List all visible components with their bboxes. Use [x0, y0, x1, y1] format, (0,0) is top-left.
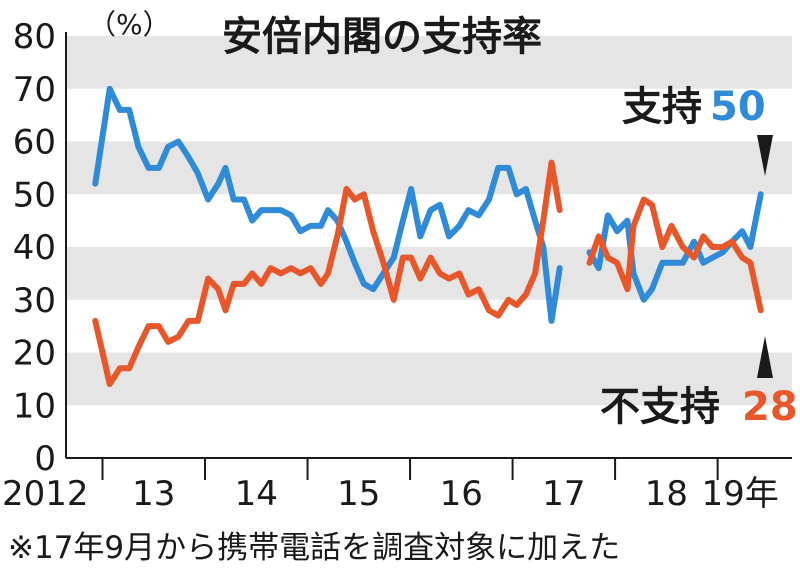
x-tick-label: 13	[132, 474, 175, 514]
support-series-line	[92, 85, 563, 324]
disapprove-callout-value: 28	[742, 384, 798, 430]
y-tick-label: 70	[13, 70, 56, 110]
chart-axes	[65, 32, 792, 480]
disapprove-pointer-icon	[757, 336, 773, 378]
disapprove-series-line	[586, 196, 764, 314]
y-axis-tick-labels: 0 10 20 30 40 50 60 70 80	[13, 17, 56, 479]
x-tick-label: 19年	[702, 474, 779, 514]
x-axis-tick-labels: 2012 13 14 15 16 17 18 19年	[2, 474, 779, 514]
disapprove-callout-label: 不支持	[600, 384, 720, 430]
y-tick-label: 80	[13, 17, 56, 57]
y-tick-label: 10	[13, 386, 56, 426]
support-pointer-icon	[757, 135, 773, 176]
grid-band	[66, 36, 792, 89]
grid-band	[66, 247, 792, 300]
disapprove-series-line	[92, 159, 563, 388]
series-lines	[92, 85, 764, 388]
grid-band	[66, 141, 792, 195]
x-tick-label: 15	[337, 474, 380, 514]
x-tick-label: 2012	[2, 474, 89, 514]
x-tick-label: 18	[645, 474, 688, 514]
end-value-callouts: 支持 50 不支持 28	[600, 84, 798, 430]
support-callout-value: 50	[710, 84, 766, 130]
x-tick-label: 17	[542, 474, 585, 514]
y-tick-label: 20	[13, 334, 56, 374]
grid-bands	[66, 36, 792, 406]
y-tick-label: 50	[13, 175, 56, 215]
grid-band	[66, 352, 792, 406]
chart-footnote: ※17年9月から携帯電話を調査対象に加えた	[8, 530, 621, 566]
x-tick-label: 14	[235, 474, 278, 514]
support-callout-label: 支持	[622, 84, 702, 130]
x-tick-label: 16	[440, 474, 483, 514]
y-tick-label: 0	[34, 439, 56, 479]
y-tick-label: 60	[13, 123, 56, 163]
y-axis-unit-label: （%）	[88, 8, 171, 41]
y-tick-label: 30	[13, 281, 56, 321]
chart-title: 安倍内閣の支持率	[222, 14, 542, 60]
y-tick-label: 40	[13, 228, 56, 268]
